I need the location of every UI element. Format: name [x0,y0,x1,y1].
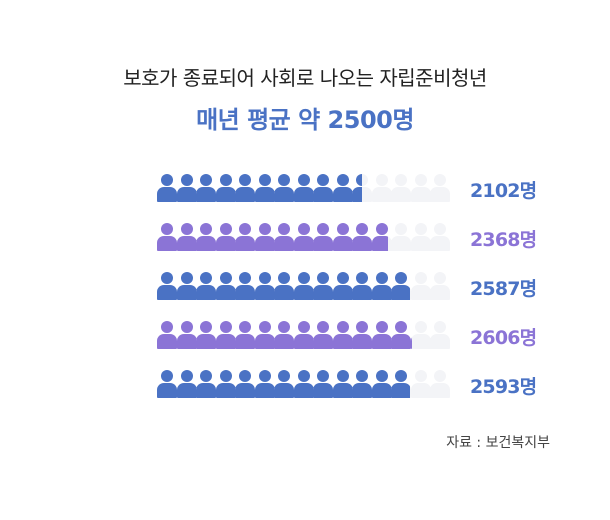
person-icon [352,222,372,252]
person-icon [313,369,333,399]
person-icon [235,320,255,350]
person-icon-empty [410,320,431,350]
value-label: 2593명 [470,376,537,398]
person-icon [371,271,392,301]
person-icon [293,173,314,203]
person-icon [274,369,294,399]
person-icon [235,173,255,203]
person-icon [352,173,363,203]
person-icon [274,320,294,350]
person-icon [293,369,314,399]
person-icon [176,222,197,252]
person-icon [196,369,216,399]
pictogram-row [157,369,450,399]
person-icon [410,320,412,350]
person-icon-empty [391,173,411,203]
person-icon [371,320,392,350]
person-icon [176,369,197,399]
person-icon [254,271,275,301]
person-icon [391,320,411,350]
person-icon-empty [430,222,450,252]
person-icon [313,173,333,203]
person-icon [157,222,177,252]
person-icon [196,271,216,301]
person-icon [293,271,314,301]
person-icon [332,271,353,301]
person-icon-empty [410,173,431,203]
person-icon [313,320,333,350]
person-icon-empty [410,369,431,399]
person-icon [196,320,216,350]
person-icon [293,222,314,252]
person-icon [332,369,353,399]
person-icon [371,369,392,399]
person-icon [215,320,236,350]
person-icon-empty [430,271,450,301]
chart-subtitle: 매년 평균 약 2500명 [196,106,414,134]
person-icon [254,369,275,399]
person-icon [371,222,389,252]
person-icon [176,271,197,301]
person-icon [352,320,372,350]
person-icon [274,271,294,301]
pictogram-row [157,320,450,350]
person-icon [313,222,333,252]
person-icon [293,320,314,350]
person-icon [332,173,353,203]
person-icon [176,173,197,203]
pictogram-row [157,173,450,203]
person-icon [157,173,177,203]
person-icon-empty [410,271,431,301]
person-icon [313,271,333,301]
person-icon-empty [410,222,431,252]
person-icon [274,222,294,252]
person-icon [254,222,275,252]
person-icon [254,173,275,203]
person-icon [196,173,216,203]
value-label: 2368명 [470,229,537,251]
person-icon [391,369,411,399]
person-icon-empty [430,173,450,203]
value-label: 2587명 [470,278,537,300]
person-icon [274,173,294,203]
person-icon [215,369,236,399]
person-icon [235,222,255,252]
pictogram-row [157,222,450,252]
person-icon [215,222,236,252]
person-icon-empty [391,222,411,252]
person-icon [352,271,372,301]
person-icon [215,271,236,301]
chart-title: 보호가 종료되어 사회로 나오는 자립준비청년 [123,66,487,90]
person-icon [215,173,236,203]
person-icon [332,222,353,252]
person-icon [157,271,177,301]
person-icon [196,222,216,252]
person-icon-empty [371,173,392,203]
person-icon [391,271,410,301]
person-icon [157,369,177,399]
person-icon [176,320,197,350]
value-label: 2102명 [470,180,537,202]
person-icon-empty [430,369,450,399]
pictogram-row [157,271,450,301]
person-icon [235,369,255,399]
person-icon [352,369,372,399]
person-icon [254,320,275,350]
person-icon [332,320,353,350]
person-icon [235,271,255,301]
source-note: 자료 : 보건복지부 [446,435,550,451]
value-label: 2606명 [470,327,537,349]
person-icon-empty [430,320,450,350]
person-icon [157,320,177,350]
